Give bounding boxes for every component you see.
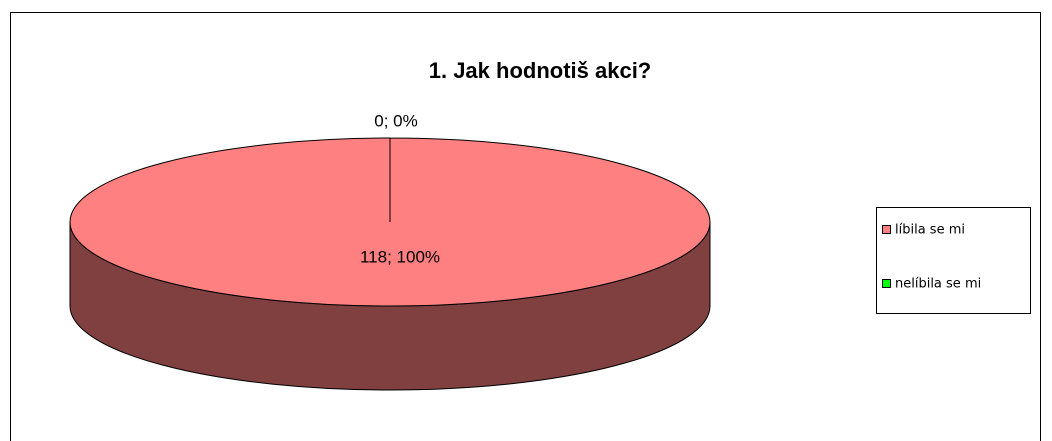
- legend-box: [876, 207, 1031, 314]
- legend-label: líbila se mi: [895, 223, 965, 238]
- legend-swatch: [882, 225, 891, 234]
- chart-title: 1. Jak hodnotiš akci?: [429, 58, 652, 83]
- legend-swatch: [882, 279, 891, 288]
- data-label: 118; 100%: [360, 247, 440, 266]
- legend-label: nelíbila se mi: [895, 277, 981, 292]
- data-label: 0; 0%: [374, 111, 417, 130]
